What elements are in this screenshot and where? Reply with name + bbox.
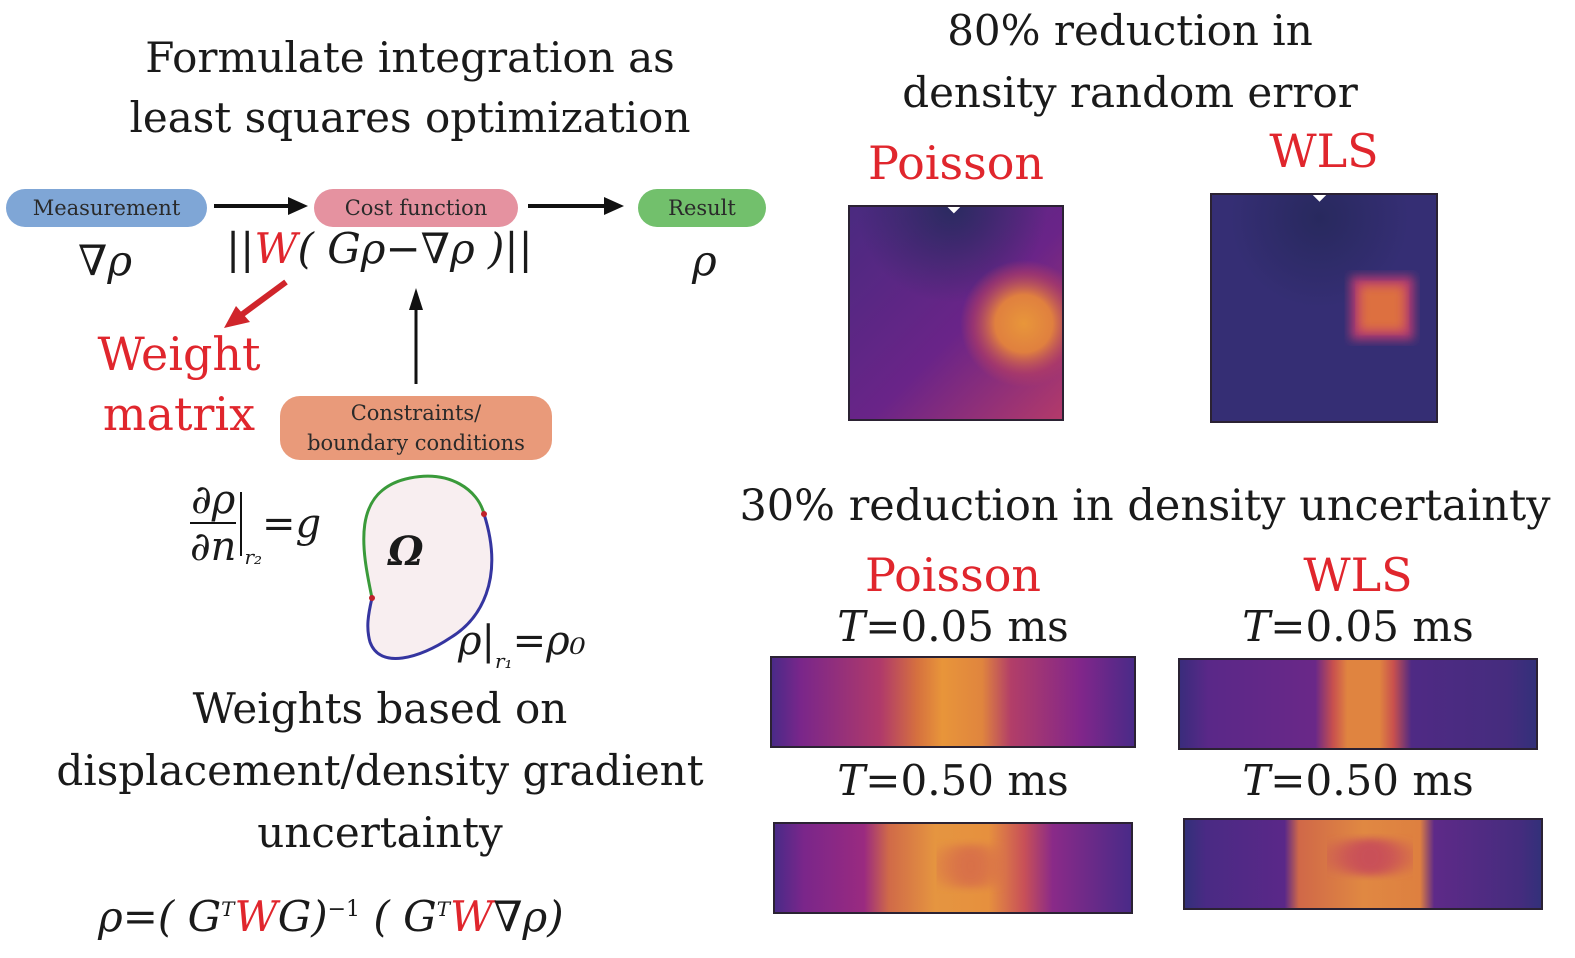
measurement-grad-rho: ∇ρ — [78, 236, 133, 285]
weight-w-symbol: W — [254, 224, 298, 273]
formula-part-1: ρ=( G — [98, 892, 222, 941]
neumann-subscript: r₂ — [244, 545, 263, 569]
dirichlet-rhs: =ρ₀ — [512, 618, 586, 664]
bottom-right-title: 30% reduction in density uncertainty — [739, 481, 1551, 531]
neumann-denominator: ∂n — [190, 522, 237, 570]
formula-w-1: W — [234, 892, 278, 941]
formula-part-2: G) — [277, 892, 328, 941]
top-right-title-line-2: density random error — [902, 68, 1358, 117]
top-poisson-hot-region — [850, 207, 1062, 419]
weight-matrix-line-2: matrix — [102, 387, 256, 441]
left-title-line-2: least squares optimization — [129, 93, 691, 142]
neumann-condition: ∂ρ ∂n r₂=g — [190, 478, 321, 570]
top-wls-hot-core — [1359, 285, 1405, 331]
top-right-title: 80% reduction in density random error — [830, 0, 1430, 124]
wls-t2-var: T — [1242, 756, 1271, 805]
poisson-t050-heatmap — [773, 822, 1133, 914]
top-poisson-marker — [947, 207, 961, 214]
domain-fill — [363, 476, 492, 659]
top-wls-marker — [1312, 195, 1327, 202]
left-title-line-1: Formulate integration as — [145, 33, 675, 82]
top-right-title-line-1: 80% reduction in — [947, 6, 1313, 55]
poisson-t2-value: =0.50 ms — [865, 756, 1069, 805]
omega-symbol: Ω — [388, 528, 424, 575]
constraints-line-2: boundary conditions — [307, 431, 525, 455]
neumann-eval-bar — [240, 492, 243, 556]
weights-line-3: uncertainty — [257, 808, 503, 857]
arrow-cost-to-result — [528, 197, 624, 215]
weight-matrix-label: Weight matrix — [94, 324, 264, 444]
wls-t050-heatmap — [1183, 818, 1543, 910]
arrow-w-to-weight-matrix — [224, 279, 288, 328]
arrow-measurement-to-cost — [214, 197, 308, 215]
bottom-wls-label: WLS — [1303, 548, 1413, 602]
neumann-boundary-green — [362, 474, 486, 599]
poisson-t1-var: T — [837, 602, 866, 651]
measurement-label: Measurement — [32, 196, 181, 220]
wls-t2-value: =0.50 ms — [1270, 756, 1474, 805]
top-wls-label: WLS — [1269, 124, 1379, 178]
constraints-pill: Constraints/ boundary conditions — [280, 396, 552, 460]
poisson-t005-field — [772, 658, 1134, 746]
residual-term: ( Gρ−∇ρ )|| — [297, 224, 533, 273]
weights-line-1: Weights based on — [192, 684, 568, 733]
boundary-junction-left — [369, 595, 375, 601]
weight-matrix-line-1: Weight — [97, 327, 261, 381]
result-rho: ρ — [692, 236, 717, 285]
formula-part-4: ∇ρ) — [493, 892, 564, 941]
poisson-t005-heatmap — [770, 656, 1136, 748]
constraints-line-1: Constraints/ — [350, 401, 482, 425]
norm-open: || — [226, 224, 255, 273]
wls-t1-value: =0.05 ms — [1270, 602, 1474, 651]
poisson-t050-core — [942, 843, 1000, 890]
top-poisson-heatmap — [848, 205, 1064, 421]
flow-arrows — [214, 197, 624, 384]
top-poisson-label: Poisson — [867, 136, 1045, 190]
poisson-time-label-1: T=0.05 ms — [770, 602, 1136, 651]
formula-w-2: W — [450, 892, 494, 941]
weights-line-2: displacement/density gradient — [56, 746, 704, 795]
formula-part-3: ( G — [360, 892, 437, 941]
cost-function-expression: ||W( Gρ−∇ρ )|| — [226, 224, 533, 273]
neumann-numerator: ∂ρ — [191, 477, 236, 523]
formula-transpose-1: T — [221, 897, 235, 921]
dirichlet-condition: ρ|r₁=ρ₀ — [458, 618, 586, 673]
wls-t005-field — [1180, 660, 1536, 748]
weights-description: Weights based on displacement/density gr… — [20, 678, 740, 864]
wls-solution-formula: ρ=( GTWG)−1 ( GTW∇ρ) — [98, 892, 564, 941]
domain-diagram — [362, 474, 494, 660]
wls-time-label-1: T=0.05 ms — [1178, 602, 1538, 651]
wls-t050-core — [1334, 837, 1406, 877]
boundary-junction-top — [481, 511, 487, 517]
result-label: Result — [668, 196, 736, 220]
dirichlet-boundary-blue — [366, 513, 494, 660]
top-wls-heatmap — [1210, 193, 1438, 423]
cost-function-label: Cost function — [344, 196, 488, 220]
dirichlet-subscript: r₁ — [495, 649, 513, 673]
wls-t005-heatmap — [1178, 658, 1538, 750]
left-title: Formulate integration as least squares o… — [60, 28, 760, 148]
measurement-pill: Measurement — [6, 189, 207, 227]
poisson-time-label-2: T=0.50 ms — [770, 756, 1136, 805]
cost-function-pill: Cost function — [314, 189, 518, 227]
poisson-t2-var: T — [837, 756, 866, 805]
result-pill: Result — [638, 189, 766, 227]
formula-inverse: −1 — [327, 897, 361, 922]
arrow-constraints-to-cost — [409, 288, 423, 384]
wls-t1-var: T — [1242, 602, 1271, 651]
neumann-rhs: =g — [262, 501, 322, 547]
formula-transpose-2: T — [436, 897, 451, 921]
bottom-poisson-label: Poisson — [864, 548, 1042, 602]
poisson-t1-value: =0.05 ms — [865, 602, 1069, 651]
dirichlet-lhs: ρ| — [458, 618, 495, 664]
wls-time-label-2: T=0.50 ms — [1178, 756, 1538, 805]
